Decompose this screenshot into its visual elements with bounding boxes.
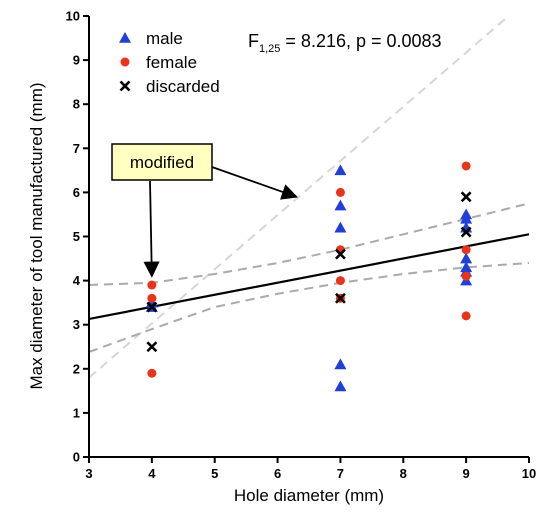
- y-tick-label: 10: [66, 9, 80, 24]
- y-tick-label: 4: [73, 273, 81, 288]
- annotation-arrow: [211, 166, 298, 200]
- x-tick-label: 10: [522, 466, 536, 481]
- confidence-band-lower: [89, 262, 529, 353]
- data-points: [145, 161, 473, 392]
- y-tick-label: 1: [73, 405, 80, 420]
- statistic-subscript: 1,25: [259, 43, 280, 55]
- statistic-prefix: F: [248, 31, 259, 51]
- y-tick-label: 9: [73, 53, 80, 68]
- female-point: [335, 276, 345, 286]
- discarded-point: [460, 226, 472, 238]
- statistic-annotation: F1,25 = 8.216, p = 0.0083: [248, 31, 442, 55]
- x-axis-label: Hole diameter (mm): [234, 486, 384, 505]
- x-tick-label: 5: [211, 466, 218, 481]
- x-tick-label: 8: [400, 466, 407, 481]
- y-tick-label: 0: [73, 450, 80, 465]
- legend: male female discarded: [119, 29, 220, 96]
- y-tick-label: 7: [73, 141, 80, 156]
- fit-lines: [89, 16, 529, 379]
- y-axis-label: Max diameter of tool manufactured (mm): [27, 82, 46, 389]
- discarded-point: [335, 292, 346, 304]
- male-point: [334, 221, 347, 233]
- discarded-point: [146, 301, 158, 313]
- female-point: [461, 245, 471, 255]
- reference-line: [89, 16, 511, 379]
- x-tick-label: 6: [274, 466, 281, 481]
- discarded-point: [460, 191, 472, 203]
- regression-line: [89, 233, 529, 321]
- statistic-suffix: = 8.216, p = 0.0083: [280, 31, 441, 51]
- male-point: [334, 164, 347, 176]
- legend-discarded-marker: [119, 80, 131, 92]
- female-point: [147, 280, 157, 290]
- y-tick-label: 6: [73, 185, 80, 200]
- x-tick-label: 4: [148, 466, 156, 481]
- legend-female-marker: [120, 57, 130, 67]
- legend-male-marker: [119, 32, 131, 43]
- male-point: [460, 212, 473, 224]
- discarded-point: [335, 248, 346, 260]
- female-point: [147, 368, 157, 378]
- male-point: [460, 252, 473, 264]
- annotation-label: modified: [130, 153, 194, 172]
- male-point: [334, 199, 347, 211]
- legend-female-label: female: [146, 53, 197, 72]
- y-tick-label: 3: [73, 317, 80, 332]
- x-tick-label: 9: [463, 466, 470, 481]
- male-point: [334, 358, 347, 370]
- annotation-box: [111, 143, 213, 181]
- annotation-arrow: [143, 180, 160, 278]
- legend-discarded-label: discarded: [146, 77, 220, 96]
- female-point: [335, 187, 345, 197]
- female-point: [461, 161, 471, 171]
- axes: 3 4 5 6 7 8 9 10 0 1 2 3 4 5 6 7 8 9 10: [66, 9, 537, 482]
- discarded-point: [146, 341, 158, 353]
- x-tick-label: 3: [85, 466, 92, 481]
- legend-male-label: male: [146, 29, 183, 48]
- y-tick-label: 5: [73, 229, 80, 244]
- y-tick-label: 8: [73, 97, 80, 112]
- x-tick-label: 7: [337, 466, 344, 481]
- female-point: [461, 271, 471, 281]
- male-point: [334, 380, 347, 392]
- female-point: [147, 293, 157, 303]
- female-point: [461, 311, 471, 321]
- y-tick-label: 2: [73, 361, 80, 376]
- modified-annotation: modified: [111, 143, 298, 278]
